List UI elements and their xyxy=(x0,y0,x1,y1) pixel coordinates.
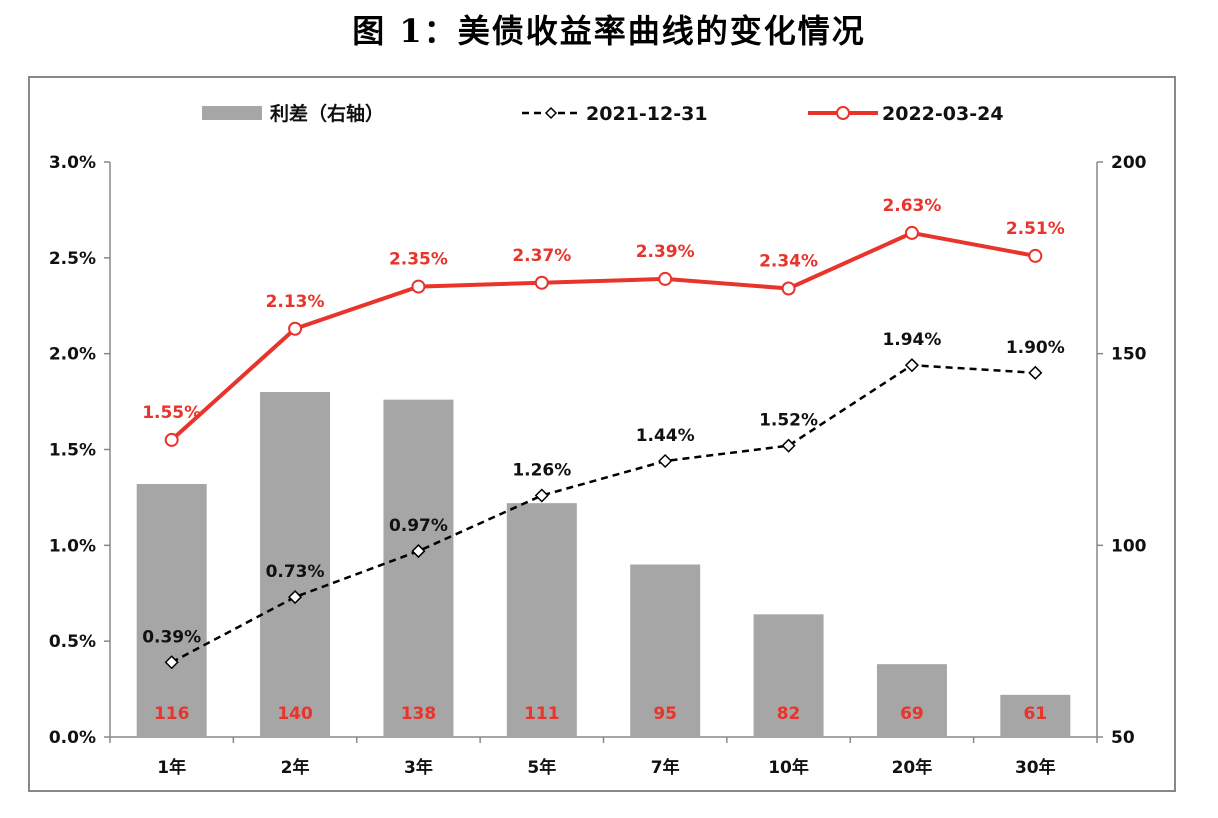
y-left-tick-label: 3.0% xyxy=(49,153,96,173)
diamond-marker xyxy=(288,590,303,605)
spread-bar-label: 116 xyxy=(154,704,190,724)
x-tick-label: 3年 xyxy=(404,757,433,778)
data-label-2022-03-24: 2.13% xyxy=(266,292,325,312)
chart-title: 图 1：美债收益率曲线的变化情况 xyxy=(352,12,866,50)
bars-group xyxy=(136,392,1071,737)
y-right-tick-label: 50 xyxy=(1111,728,1135,748)
spread-bar xyxy=(136,484,207,737)
y-left-tick-label: 0.5% xyxy=(49,632,96,652)
diamond-marker xyxy=(411,544,426,559)
diamond-marker xyxy=(1028,365,1043,380)
x-tick-label: 7年 xyxy=(651,757,680,778)
data-label-2021-12-31: 1.90% xyxy=(1006,338,1065,358)
x-tick-label: 20年 xyxy=(892,757,933,778)
spread-bar-label: 95 xyxy=(653,704,677,724)
x-tick-label: 5年 xyxy=(527,757,556,778)
legend-circle-marker xyxy=(836,106,850,120)
legend-label-2021-12-31: 2021-12-31 xyxy=(586,103,708,125)
x-tick-label: 1年 xyxy=(157,757,186,778)
x-tick-label: 2年 xyxy=(281,757,310,778)
data-label-2021-12-31: 1.52% xyxy=(759,411,818,431)
legend: 利差（右轴） 2021-12-31 2022-03-24 xyxy=(202,102,1004,125)
y-right-tick-label: 200 xyxy=(1111,153,1147,173)
legend-label-spread: 利差（右轴） xyxy=(270,102,384,125)
circle-marker xyxy=(164,432,179,447)
data-label-2022-03-24: 2.35% xyxy=(389,250,448,270)
spread-bar-label: 61 xyxy=(1023,704,1047,724)
spread-bar xyxy=(1000,694,1071,737)
spread-bar-label: 82 xyxy=(777,704,801,724)
x-tick-label: 30年 xyxy=(1015,757,1056,778)
circle-marker xyxy=(411,279,426,294)
spread-bar xyxy=(383,399,454,737)
legend-swatch-bar xyxy=(202,106,262,120)
labels-group: 116 140 138 111 95 82 69 61 0.39% 0.73% 0.97% 1.26%… xyxy=(142,196,1065,724)
data-label-2022-03-24: 2.39% xyxy=(636,242,695,262)
data-label-2021-12-31: 0.73% xyxy=(266,562,325,582)
y-left-tick-label: 2.0% xyxy=(49,345,96,365)
data-label-2022-03-24: 2.37% xyxy=(512,246,571,266)
y-left-tick-label: 1.5% xyxy=(49,441,96,461)
spread-bar-label: 140 xyxy=(277,704,313,724)
spread-bar-label: 111 xyxy=(524,704,560,724)
data-label-2022-03-24: 2.63% xyxy=(882,196,941,216)
spread-bar xyxy=(630,564,701,737)
spread-bar xyxy=(506,503,577,737)
diamond-marker xyxy=(658,453,673,469)
spread-bar-label: 69 xyxy=(900,704,924,724)
circle-marker xyxy=(1028,248,1043,263)
data-label-2022-03-24: 2.34% xyxy=(759,252,818,272)
spread-bar xyxy=(876,664,947,737)
lines-group xyxy=(164,225,1043,670)
diamond-marker xyxy=(534,488,549,503)
legend-diamond-marker xyxy=(544,106,558,120)
y-left-tick-label: 2.5% xyxy=(49,249,96,269)
diamond-marker xyxy=(904,358,919,373)
spread-bar xyxy=(753,614,824,737)
axes: 0.0% 0.5% 1.0% 1.5% 2.0% 2.5% 3.0% 50 100 150 200 1… xyxy=(49,153,1147,778)
data-label-2021-12-31: 1.44% xyxy=(636,426,695,446)
y-left-tick-label: 1.0% xyxy=(49,536,96,556)
series-line-2022-03-24 xyxy=(170,230,1036,442)
series-line-2021-12-31 xyxy=(171,363,1036,664)
diamond-marker xyxy=(164,655,179,670)
legend-label-2022-03-24: 2022-03-24 xyxy=(882,103,1004,125)
data-label-2022-03-24: 1.55% xyxy=(142,403,201,423)
circle-marker xyxy=(904,225,919,240)
data-label-2021-12-31: 1.94% xyxy=(882,330,941,350)
spread-bar xyxy=(260,392,331,737)
circle-marker xyxy=(534,275,549,290)
data-label-2022-03-24: 2.51% xyxy=(1006,219,1065,239)
spread-bar-label: 138 xyxy=(401,704,437,724)
data-label-2021-12-31: 1.26% xyxy=(512,461,571,481)
y-right-tick-label: 150 xyxy=(1111,345,1147,365)
y-right-tick-label: 100 xyxy=(1111,536,1147,556)
data-label-2021-12-31: 0.97% xyxy=(389,516,448,536)
circle-marker xyxy=(288,321,303,336)
y-left-tick-label: 0.0% xyxy=(49,728,96,748)
data-label-2021-12-31: 0.39% xyxy=(142,627,201,647)
x-tick-label: 10年 xyxy=(768,757,809,778)
diamond-marker xyxy=(781,438,796,453)
circle-marker xyxy=(781,281,796,296)
circle-marker xyxy=(658,271,673,286)
chart-frame xyxy=(28,76,1176,792)
